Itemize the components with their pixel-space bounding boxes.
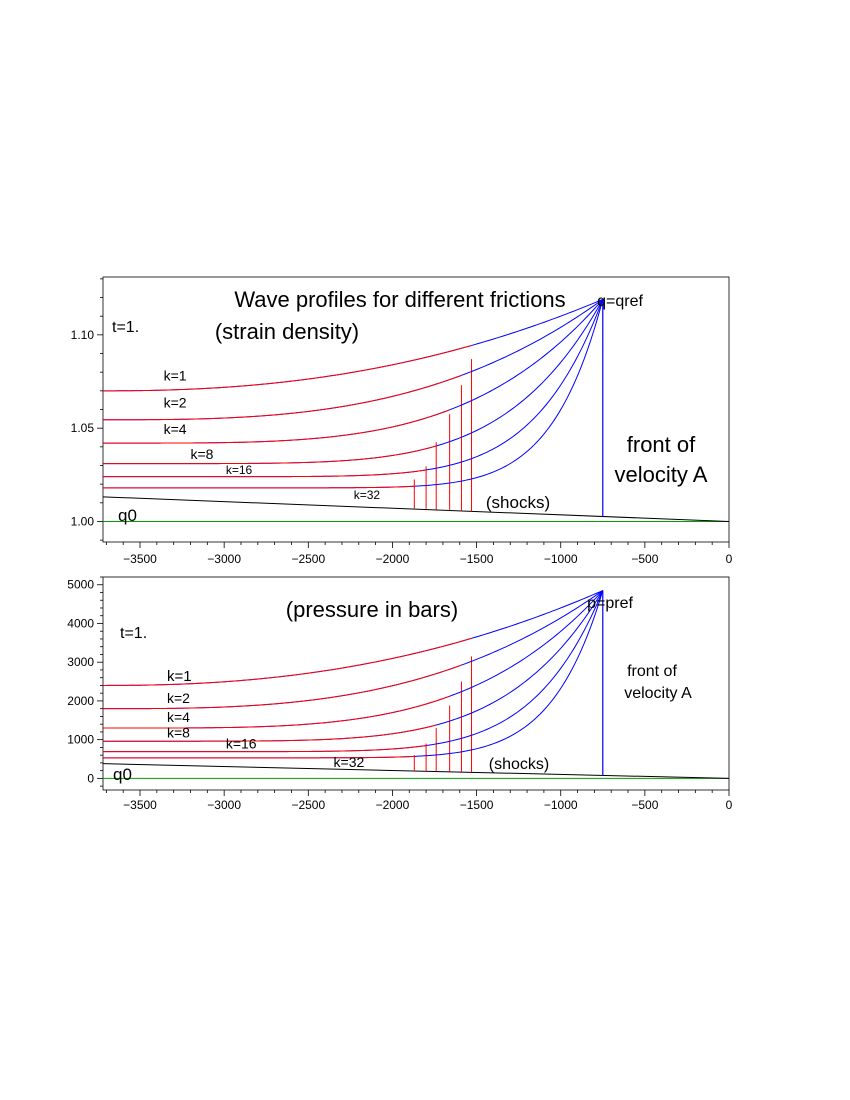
- shocked-profile-k=4: [103, 695, 450, 729]
- y-tick-label: 4000: [67, 616, 94, 630]
- front-label-line-1: front of: [627, 663, 677, 680]
- shocked-profile-k=2: [103, 374, 462, 421]
- plot-frame: [102, 276, 730, 543]
- x-tick-label: 0: [726, 798, 733, 812]
- x-tick-label: −2000: [376, 552, 410, 566]
- x-tick-label: 0: [726, 552, 733, 566]
- front-label-line-2: velocity A: [624, 685, 692, 702]
- y-tick-label: 0: [87, 771, 94, 785]
- shocked-profile-k=2: [103, 664, 462, 710]
- series-label-k=32: k=32: [334, 754, 365, 770]
- x-tick-label: −2500: [291, 552, 325, 566]
- shocked-profile-k=8: [103, 724, 437, 742]
- series-label-k=1: k=1: [164, 368, 187, 384]
- initial-profile-line: [102, 763, 730, 779]
- x-tick-label: −1500: [460, 798, 494, 812]
- baseline-label: q0: [118, 506, 137, 525]
- series-label-k=2: k=2: [167, 690, 190, 706]
- series-label-k=1: k=1: [167, 668, 192, 685]
- x-tick-label: −500: [631, 798, 658, 812]
- series-label-k=32: k=32: [354, 488, 381, 502]
- time-label: t=1.: [112, 319, 139, 336]
- series-label-k=4: k=4: [167, 709, 190, 725]
- y-tick-label: 3000: [67, 655, 94, 669]
- x-tick-label: −3000: [207, 798, 241, 812]
- x-tick-label: −2500: [291, 798, 325, 812]
- y-tick-label: 1.00: [71, 514, 95, 528]
- x-tick-label: −3000: [207, 552, 241, 566]
- chart-title: (pressure in bars): [286, 597, 458, 622]
- shocked-profile-k=16: [103, 745, 427, 753]
- front-label-line-2: velocity A: [615, 462, 708, 487]
- x-tick-label: −2000: [376, 798, 410, 812]
- shocked-profile-k=4: [103, 409, 450, 444]
- front-peak-label: p=pref: [587, 595, 633, 612]
- shocked-profile-k=32: [103, 755, 415, 759]
- shocked-profile-k=1: [103, 637, 472, 686]
- plot-frame: [102, 576, 730, 791]
- series-label-k=8: k=8: [167, 724, 190, 740]
- shocks-label: (shocks): [486, 493, 550, 512]
- shocked-profile-k=1: [103, 344, 472, 392]
- x-tick-label: −1500: [460, 552, 494, 566]
- front-peak-label: q=qref: [597, 293, 643, 310]
- y-tick-label: 2000: [67, 694, 94, 708]
- x-tick-label: −3500: [123, 552, 157, 566]
- y-tick-label: 1.10: [71, 328, 95, 342]
- shocked-profile-k=32: [103, 485, 415, 489]
- x-tick-label: −1000: [544, 552, 578, 566]
- series-label-k=4: k=4: [164, 421, 187, 437]
- series-label-k=8: k=8: [191, 446, 214, 462]
- x-tick-label: −500: [631, 552, 658, 566]
- x-tick-label: −3500: [123, 798, 157, 812]
- chart-panel-1: −3500 −3000 −2500 −2000 −1500 −1000 −500 0 1.00 1…: [71, 276, 733, 566]
- series-label-k=16: k=16: [226, 736, 257, 752]
- shocks-label: (shocks): [489, 756, 549, 773]
- series-label-k=2: k=2: [164, 395, 187, 411]
- shocked-profile-k=8: [103, 445, 437, 465]
- x-tick-label: −1000: [544, 798, 578, 812]
- chart-title: Wave profiles for different frictions: [234, 287, 565, 312]
- baseline-label: q0: [113, 765, 132, 784]
- initial-profile-line: [102, 496, 730, 522]
- y-tick-label: 1000: [67, 733, 94, 747]
- chart-subtitle: (strain density): [215, 319, 359, 344]
- y-tick-label: 5000: [67, 578, 94, 592]
- chart-panel-2: −3500 −3000 −2500 −2000 −1500 −1000 −500 0 0 1000…: [67, 576, 733, 812]
- shocked-profile-k=16: [103, 469, 427, 478]
- time-label: t=1.: [120, 625, 147, 642]
- series-label-k=16: k=16: [226, 463, 253, 477]
- y-tick-label: 1.05: [71, 421, 95, 435]
- front-label-line-1: front of: [627, 432, 696, 457]
